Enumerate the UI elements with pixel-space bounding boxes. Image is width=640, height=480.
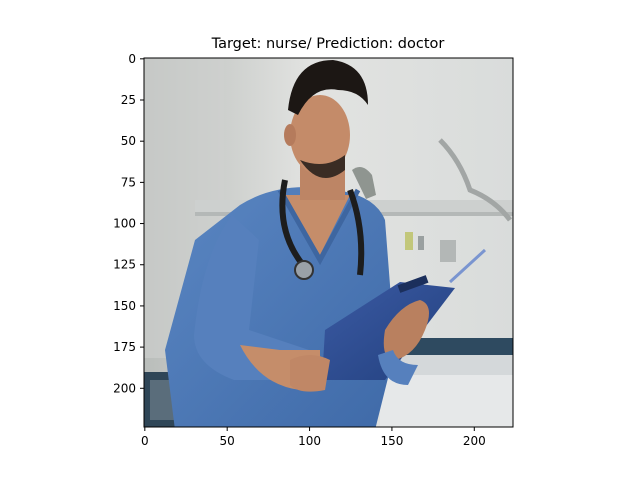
y-tick-label: 25 bbox=[121, 93, 136, 107]
y-tick-label: 150 bbox=[113, 299, 136, 313]
photo-face bbox=[290, 95, 350, 175]
y-tick-label: 175 bbox=[113, 340, 136, 354]
photo-iv-pole bbox=[438, 138, 512, 222]
photo-stethoscope bbox=[279, 179, 365, 276]
photo-hand-right bbox=[383, 300, 429, 360]
photo-arm-left bbox=[194, 215, 309, 380]
y-tick-label: 100 bbox=[113, 217, 136, 231]
y-axis: 0 25 50 75 100 125 150 175 200 bbox=[113, 52, 144, 395]
photo-wall-equipment bbox=[352, 166, 376, 199]
x-tick-label: 100 bbox=[298, 434, 321, 448]
y-tick-label: 75 bbox=[121, 175, 136, 189]
photo-hair bbox=[288, 60, 368, 115]
y-tick-label: 200 bbox=[113, 381, 136, 395]
chart-title: Target: nurse/ Prediction: doctor bbox=[211, 36, 445, 52]
axes-frame bbox=[143, 57, 514, 428]
y-tick-label: 0 bbox=[128, 52, 136, 66]
y-tick-label: 50 bbox=[121, 134, 136, 148]
x-tick-label: 0 bbox=[141, 434, 149, 448]
image-panel bbox=[144, 58, 513, 427]
x-tick-label: 50 bbox=[220, 434, 235, 448]
x-tick-label: 200 bbox=[463, 434, 486, 448]
y-tick-label: 125 bbox=[113, 258, 136, 272]
x-axis: 0 50 100 150 200 bbox=[141, 427, 486, 448]
x-tick-label: 150 bbox=[380, 434, 403, 448]
